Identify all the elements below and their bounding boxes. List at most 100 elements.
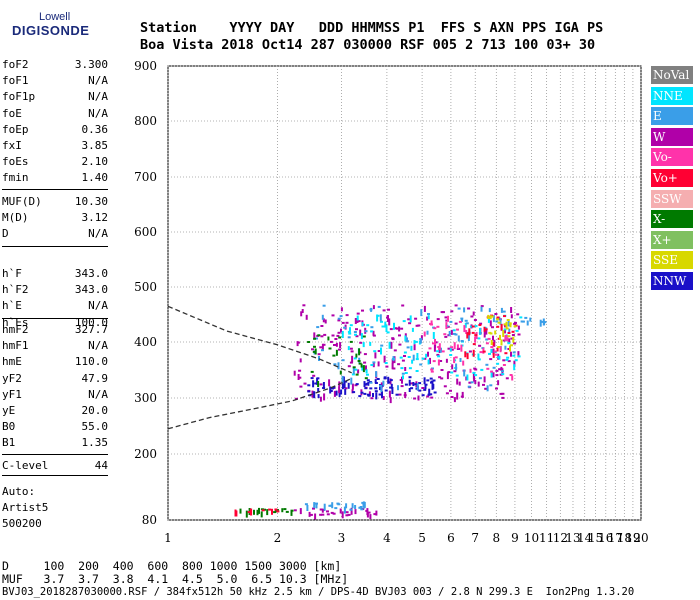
param-separator xyxy=(2,318,108,319)
data-point xyxy=(466,333,469,339)
data-point xyxy=(464,322,467,328)
data-point xyxy=(380,320,383,323)
data-point xyxy=(443,333,447,336)
data-point xyxy=(298,376,302,379)
data-point xyxy=(461,391,464,398)
data-point xyxy=(349,327,351,332)
data-point xyxy=(447,347,451,350)
param-value: N/A xyxy=(88,227,108,241)
data-point xyxy=(510,337,514,340)
data-point xyxy=(497,321,501,324)
data-point xyxy=(502,364,506,366)
x-tick-label: 15 xyxy=(588,531,603,545)
data-point xyxy=(316,377,320,380)
data-point xyxy=(357,360,361,362)
data-point xyxy=(322,318,325,323)
data-point xyxy=(338,393,341,398)
data-point xyxy=(361,322,364,327)
data-point xyxy=(406,346,410,349)
data-point xyxy=(449,354,453,356)
data-point xyxy=(471,331,475,334)
data-point xyxy=(492,335,494,341)
auto-artist: Artist5 xyxy=(2,501,49,514)
data-point xyxy=(377,350,381,352)
data-point xyxy=(502,339,506,342)
param-row: fxI 3.85 xyxy=(2,139,108,155)
data-point xyxy=(423,305,426,312)
data-point xyxy=(333,363,337,366)
data-point xyxy=(363,392,367,395)
data-point xyxy=(350,377,353,385)
data-point xyxy=(496,316,500,319)
profile-line xyxy=(167,305,352,374)
data-point xyxy=(317,353,321,356)
data-point xyxy=(442,311,445,314)
data-point xyxy=(376,378,380,380)
logo-line2: DIGISONDE xyxy=(12,23,90,38)
data-point xyxy=(477,337,481,340)
data-point xyxy=(430,396,434,399)
data-point xyxy=(510,351,512,357)
data-point xyxy=(507,348,511,350)
data-point xyxy=(496,325,500,328)
data-point xyxy=(323,503,326,511)
data-point xyxy=(517,325,520,330)
data-point xyxy=(395,393,399,396)
auto-label: Auto: xyxy=(2,485,36,498)
data-point xyxy=(326,510,329,513)
data-point xyxy=(398,393,402,396)
data-point xyxy=(430,368,434,371)
legend-item: NoVal xyxy=(651,66,693,84)
data-point xyxy=(283,508,287,511)
data-point xyxy=(372,361,376,364)
data-point xyxy=(392,356,395,362)
data-point xyxy=(441,350,445,353)
data-point xyxy=(391,387,394,394)
data-point xyxy=(444,316,448,319)
data-point xyxy=(415,324,419,327)
data-point xyxy=(502,330,505,337)
data-point xyxy=(260,511,263,518)
data-point xyxy=(345,314,349,317)
x-tick-label: 13 xyxy=(565,531,580,545)
data-point xyxy=(319,513,323,516)
data-point xyxy=(430,370,434,373)
x-tick-label: 16 xyxy=(598,531,613,545)
data-point xyxy=(499,373,503,376)
legend-item: W xyxy=(651,127,693,146)
data-point xyxy=(389,379,393,382)
data-point xyxy=(391,358,394,364)
data-point xyxy=(433,391,437,394)
data-point xyxy=(391,338,395,341)
param-value: 343.0 xyxy=(74,267,108,280)
data-point xyxy=(490,370,493,378)
data-point xyxy=(281,508,284,513)
data-point xyxy=(506,356,510,359)
data-point xyxy=(430,381,433,384)
data-point xyxy=(478,324,482,326)
data-point xyxy=(391,363,394,370)
data-point xyxy=(352,366,355,374)
param-value: 3.85 xyxy=(81,139,109,152)
data-point xyxy=(417,324,421,327)
data-point xyxy=(312,380,315,388)
data-point xyxy=(509,322,512,328)
data-point xyxy=(374,390,378,393)
param-row: yF2 47.9 xyxy=(2,372,108,388)
data-point xyxy=(374,352,377,359)
data-point xyxy=(409,315,412,323)
data-point xyxy=(514,359,518,362)
data-point xyxy=(299,385,303,388)
data-point xyxy=(412,382,415,386)
y-tick-label: 800 xyxy=(134,114,157,128)
data-point xyxy=(445,358,448,363)
data-point xyxy=(322,508,326,511)
data-point xyxy=(319,346,323,349)
param-row: fmin 1.40 xyxy=(2,171,108,187)
data-point xyxy=(382,396,385,400)
data-point xyxy=(319,396,322,402)
x-tick-label: 18 xyxy=(617,531,632,545)
data-point xyxy=(463,307,466,313)
data-point xyxy=(504,352,508,355)
plot-frame xyxy=(167,65,642,521)
